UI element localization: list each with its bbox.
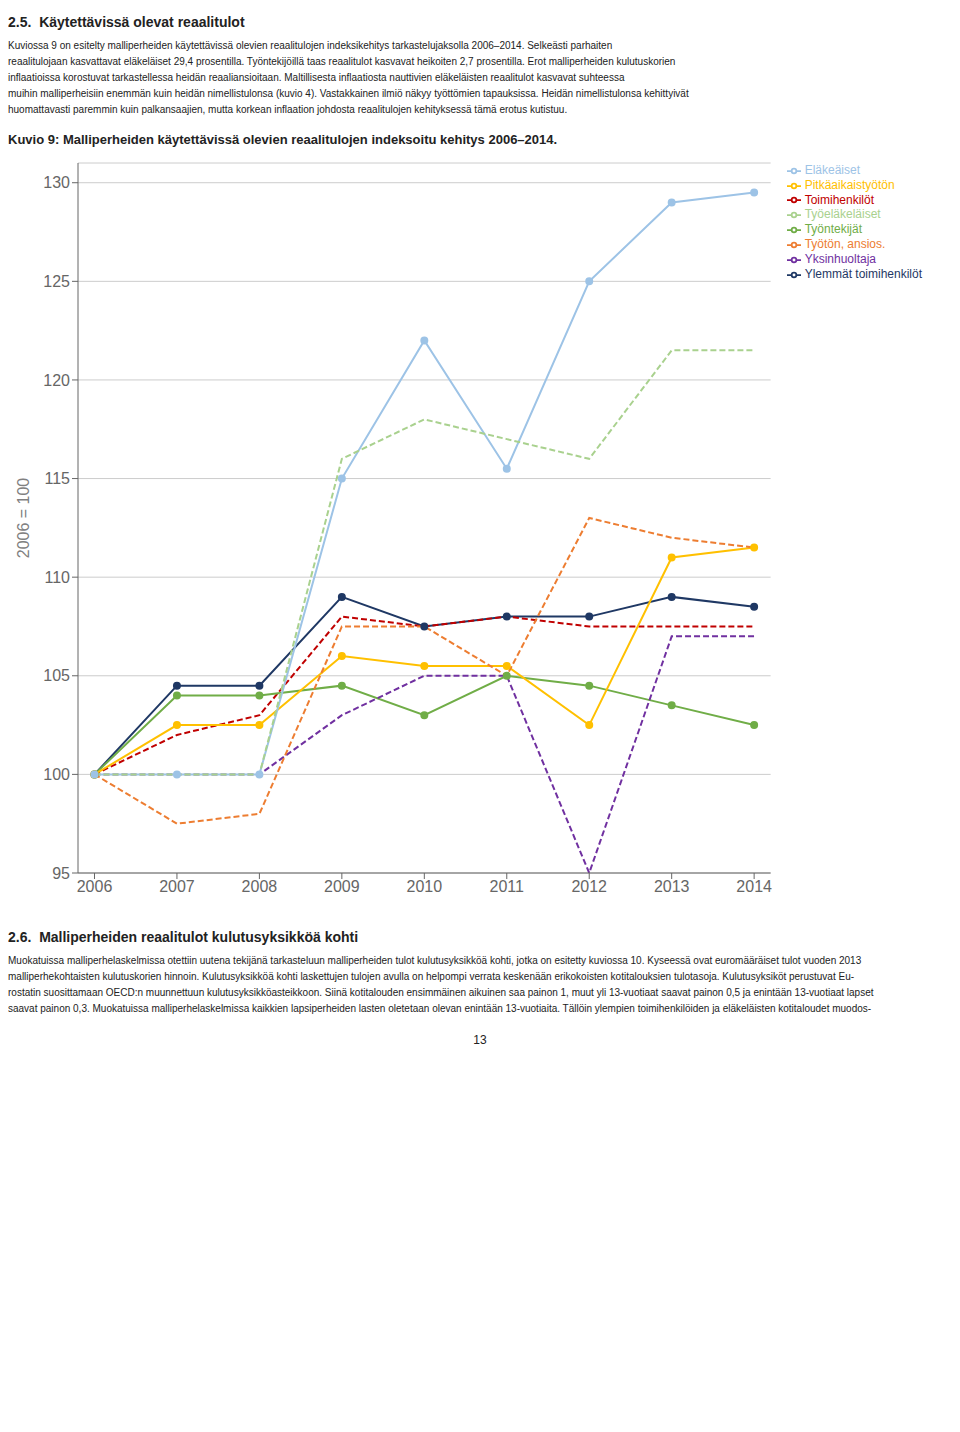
html-text:2.6. Malliperheiden reaalitulo: 2.6. Malliperheiden reaalitulot kulutusy…	[8, 929, 359, 945]
svg-text:2006 = 100: 2006 = 100	[15, 478, 32, 559]
html-text:Kuviossa 9 on esitelty mallipe: Kuviossa 9 on esitelty malliperheiden kä…	[8, 40, 689, 115]
svg-text:100: 100	[43, 766, 70, 783]
html-text:Ylemmät toimihenkilöt: Ylemmät toimihenkilöt	[804, 266, 922, 281]
svg-text:95: 95	[52, 865, 70, 882]
svg-text:105: 105	[43, 667, 70, 684]
html-text:Pitkäaikaistyötön: Pitkäaikaistyötön	[804, 177, 895, 192]
svg-text:2013: 2013	[654, 878, 690, 895]
html-text:Muokatuissa malliperhelaskelmi: Muokatuissa malliperhelaskelmissa otetti…	[8, 955, 874, 1014]
html-text:Yksinhuoltaja: Yksinhuoltaja	[804, 252, 876, 266]
html-text:Työtön, ansios.: Työtön, ansios.	[804, 237, 886, 252]
html-text:Työntekijät: Työntekijät	[804, 222, 862, 237]
svg-text:120: 120	[43, 372, 70, 389]
svg-text:2010: 2010	[407, 878, 443, 895]
svg-text:2009: 2009	[324, 878, 360, 895]
html-text:Kuvio 9: Malliperheiden käytet: Kuvio 9: Malliperheiden käytettävissä ol…	[8, 132, 558, 147]
svg-text:2007: 2007	[159, 878, 195, 895]
svg-text:2014: 2014	[736, 878, 772, 895]
svg-text:115: 115	[44, 470, 70, 487]
html-text:Työeläkeläiset: Työeläkeläiset	[804, 207, 881, 222]
svg-text:2011: 2011	[490, 878, 525, 895]
html-text:Toimihenkilöt: Toimihenkilöt	[804, 192, 874, 207]
svg-text:2012: 2012	[571, 878, 607, 895]
html-text:13: 13	[473, 1033, 487, 1047]
html-text:Eläkeäiset: Eläkeäiset	[804, 163, 860, 177]
svg-text:110: 110	[44, 569, 70, 586]
svg-text:125: 125	[43, 273, 70, 290]
html-text:2.5. Käytettävissä olevat reaa: 2.5. Käytettävissä olevat reaalitulot	[8, 14, 245, 30]
svg-text:130: 130	[43, 174, 70, 191]
svg-text:2006: 2006	[77, 878, 113, 895]
svg-text:2008: 2008	[242, 878, 278, 895]
